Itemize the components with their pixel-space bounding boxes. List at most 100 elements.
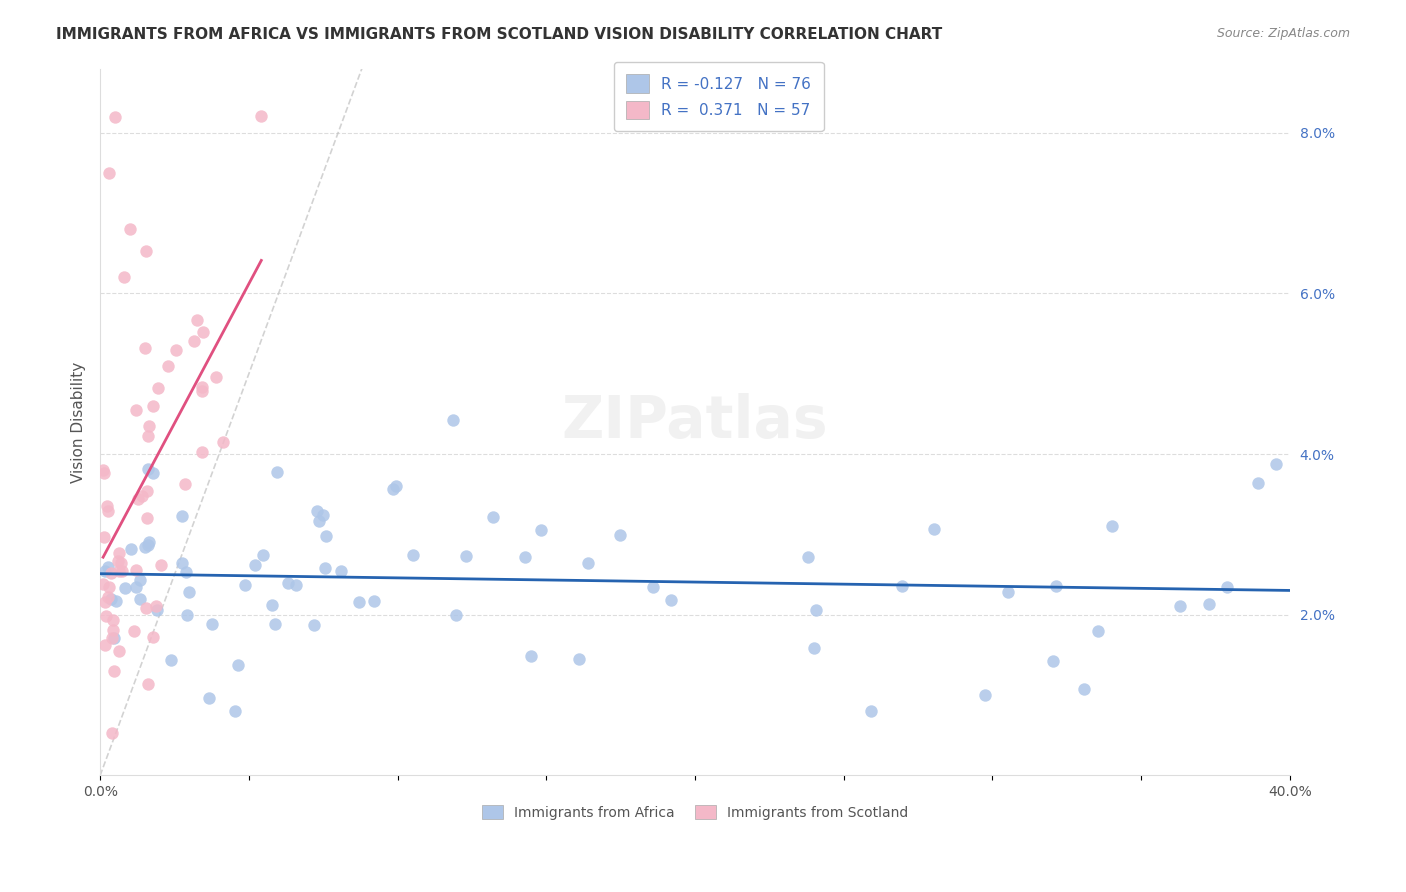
Point [233, 578, 256, 592]
Point [191, 445, 214, 459]
Point [1170, 599, 1192, 614]
Point [482, 510, 505, 524]
Point [94, 595, 117, 609]
Point [145, 599, 167, 613]
Point [108, 644, 131, 658]
Point [382, 482, 405, 496]
Point [129, 591, 152, 606]
Point [347, 595, 370, 609]
Point [312, 508, 335, 522]
Point [118, 222, 141, 236]
Point [568, 652, 591, 666]
Point [314, 561, 336, 575]
Point [1198, 597, 1220, 611]
Point [643, 580, 665, 594]
Point [172, 557, 194, 571]
Point [384, 479, 406, 493]
Point [136, 429, 159, 443]
Point [125, 580, 148, 594]
Point [138, 418, 160, 433]
Point [263, 616, 285, 631]
Point [891, 579, 914, 593]
Point [796, 549, 818, 564]
Point [260, 599, 283, 613]
Point [138, 535, 160, 549]
Point [250, 109, 273, 123]
Point [107, 546, 129, 560]
Point [97, 559, 120, 574]
Point [136, 677, 159, 691]
Point [191, 325, 214, 339]
Point [96, 500, 118, 514]
Point [441, 413, 464, 427]
Point [226, 658, 249, 673]
Point [170, 509, 193, 524]
Point [1073, 681, 1095, 696]
Point [120, 541, 142, 556]
Point [803, 641, 825, 656]
Point [402, 549, 425, 563]
Point [212, 434, 235, 449]
Point [100, 566, 122, 581]
Point [103, 631, 125, 645]
Point [105, 594, 128, 608]
Point [609, 528, 631, 542]
Point [284, 578, 307, 592]
Point [114, 582, 136, 596]
Point [1045, 579, 1067, 593]
Point [456, 549, 478, 563]
Point [1042, 654, 1064, 668]
Point [107, 554, 129, 568]
Point [997, 584, 1019, 599]
Point [107, 564, 129, 578]
Point [135, 601, 157, 615]
Point [224, 704, 246, 718]
Point [1087, 624, 1109, 639]
Point [91, 576, 114, 591]
Point [1216, 580, 1239, 594]
Y-axis label: Vision Disability: Vision Disability [72, 361, 86, 483]
Point [124, 402, 146, 417]
Point [94, 609, 117, 624]
Point [308, 515, 330, 529]
Point [134, 341, 156, 355]
Point [576, 556, 599, 570]
Point [135, 510, 157, 524]
Point [922, 522, 945, 536]
Point [104, 110, 127, 124]
Point [146, 381, 169, 395]
Text: IMMIGRANTS FROM AFRICA VS IMMIGRANTS FROM SCOTLAND VISION DISABILITY CORRELATION: IMMIGRANTS FROM AFRICA VS IMMIGRANTS FRO… [56, 27, 942, 42]
Point [190, 379, 212, 393]
Point [173, 477, 195, 491]
Point [330, 564, 353, 578]
Point [183, 334, 205, 348]
Point [136, 538, 159, 552]
Point [252, 548, 274, 562]
Point [146, 603, 169, 617]
Point [165, 343, 187, 358]
Point [111, 564, 134, 578]
Point [91, 463, 114, 477]
Text: Source: ZipAtlas.com: Source: ZipAtlas.com [1216, 27, 1350, 40]
Point [100, 592, 122, 607]
Point [197, 690, 219, 705]
Point [93, 466, 115, 480]
Point [520, 648, 543, 663]
Point [135, 244, 157, 259]
Point [110, 556, 132, 570]
Text: ZIPatlas: ZIPatlas [562, 393, 828, 450]
Point [190, 384, 212, 398]
Point [93, 638, 115, 652]
Point [112, 270, 135, 285]
Point [1265, 457, 1288, 471]
Point [315, 529, 337, 543]
Point [138, 462, 160, 476]
Point [129, 573, 152, 587]
Legend: Immigrants from Africa, Immigrants from Scotland: Immigrants from Africa, Immigrants from … [477, 799, 914, 825]
Point [860, 704, 883, 718]
Point [204, 370, 226, 384]
Point [94, 565, 117, 579]
Point [176, 607, 198, 622]
Point [101, 631, 124, 645]
Point [156, 359, 179, 373]
